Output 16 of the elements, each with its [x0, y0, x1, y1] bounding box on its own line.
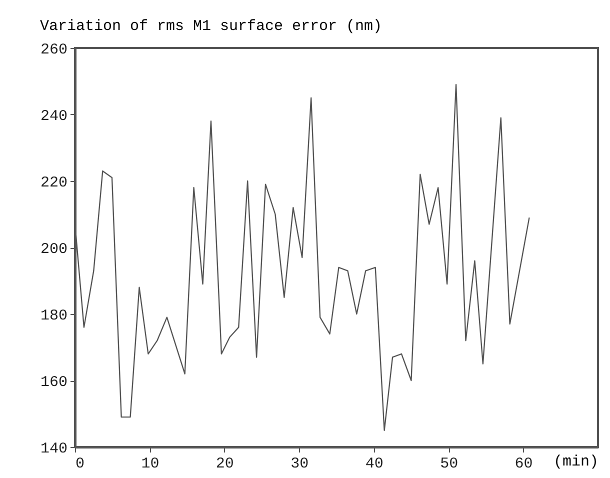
x-tick-label: 50	[440, 456, 458, 472]
x-tick-label: 40	[365, 456, 384, 472]
y-tick-label: 260	[40, 42, 68, 58]
y-tick-label: 220	[40, 174, 68, 192]
y-tick-label: 200	[40, 241, 68, 258]
x-tick-label: 10	[141, 456, 160, 472]
y-tick-label: 140	[40, 440, 68, 458]
x-axis-title: (min)	[553, 454, 598, 470]
y-tick-label: 180	[40, 308, 68, 324]
x-tick-label: 60	[514, 456, 533, 472]
y-tick-label: 160	[40, 374, 68, 391]
y-tick-label: 240	[40, 108, 68, 125]
x-tick-label: 0	[76, 456, 85, 472]
x-tick-label: 30	[290, 456, 309, 472]
x-tick-label: 20	[216, 456, 234, 472]
chart-title: Variation of rms M1 surface error (nm)	[40, 18, 382, 35]
